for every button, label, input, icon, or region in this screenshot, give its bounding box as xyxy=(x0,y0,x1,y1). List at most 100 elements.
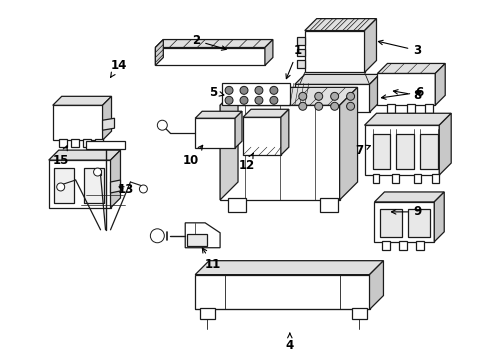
Text: 5: 5 xyxy=(208,86,224,99)
Text: 10: 10 xyxy=(183,145,202,167)
Circle shape xyxy=(254,96,263,104)
Polygon shape xyxy=(304,19,376,31)
Text: 13: 13 xyxy=(117,184,133,197)
Polygon shape xyxy=(339,87,357,200)
Circle shape xyxy=(139,185,147,193)
Polygon shape xyxy=(377,73,434,105)
Polygon shape xyxy=(438,113,450,175)
Bar xyxy=(85,141,125,149)
Polygon shape xyxy=(195,261,383,275)
Polygon shape xyxy=(110,150,120,208)
Polygon shape xyxy=(434,63,444,105)
Circle shape xyxy=(224,96,233,104)
Bar xyxy=(425,104,432,113)
Bar xyxy=(227,198,245,212)
Circle shape xyxy=(269,96,277,104)
Polygon shape xyxy=(369,261,383,310)
Polygon shape xyxy=(220,87,357,105)
Polygon shape xyxy=(377,63,444,73)
Polygon shape xyxy=(220,87,238,200)
Polygon shape xyxy=(185,223,220,248)
Circle shape xyxy=(314,92,322,100)
Polygon shape xyxy=(243,117,280,155)
Polygon shape xyxy=(49,160,110,208)
Polygon shape xyxy=(53,96,111,105)
Bar xyxy=(71,139,79,147)
Polygon shape xyxy=(294,84,369,112)
Bar xyxy=(83,168,103,203)
Bar xyxy=(187,234,207,246)
Polygon shape xyxy=(220,105,339,200)
Polygon shape xyxy=(155,48,264,66)
Bar xyxy=(296,37,304,45)
Bar xyxy=(222,84,289,105)
Text: 8: 8 xyxy=(392,89,421,102)
Text: 1: 1 xyxy=(285,44,301,78)
Bar xyxy=(386,104,395,113)
Bar xyxy=(372,134,389,169)
Text: 7: 7 xyxy=(355,144,369,157)
Circle shape xyxy=(224,86,233,94)
Polygon shape xyxy=(102,96,111,140)
Polygon shape xyxy=(195,118,235,148)
Polygon shape xyxy=(235,111,242,148)
Circle shape xyxy=(157,120,167,130)
Circle shape xyxy=(57,183,64,191)
Circle shape xyxy=(330,92,338,100)
Bar xyxy=(351,307,366,319)
Bar xyxy=(372,174,379,183)
Bar xyxy=(195,275,369,310)
Polygon shape xyxy=(155,40,163,66)
Text: 6: 6 xyxy=(381,86,423,99)
Bar xyxy=(399,241,407,250)
Bar xyxy=(380,209,402,237)
Bar xyxy=(94,139,102,147)
Text: 4: 4 xyxy=(285,333,293,352)
Polygon shape xyxy=(49,150,120,160)
Text: 9: 9 xyxy=(391,205,421,219)
Bar xyxy=(407,209,429,237)
Polygon shape xyxy=(364,125,438,175)
Polygon shape xyxy=(195,111,242,118)
Circle shape xyxy=(240,96,247,104)
Polygon shape xyxy=(369,75,379,112)
Bar xyxy=(319,198,337,212)
Circle shape xyxy=(330,102,338,110)
Text: 11: 11 xyxy=(202,248,221,271)
Polygon shape xyxy=(264,40,272,66)
Text: 2: 2 xyxy=(192,34,226,50)
Polygon shape xyxy=(364,113,450,125)
Text: 3: 3 xyxy=(378,40,421,57)
Bar xyxy=(415,241,424,250)
Bar xyxy=(431,174,438,183)
Bar xyxy=(59,139,66,147)
Circle shape xyxy=(93,168,102,176)
Circle shape xyxy=(346,92,354,100)
Polygon shape xyxy=(374,192,443,202)
Circle shape xyxy=(254,86,263,94)
Circle shape xyxy=(150,229,164,243)
Bar xyxy=(396,134,413,169)
Bar xyxy=(407,104,414,113)
Bar xyxy=(296,60,304,68)
Circle shape xyxy=(269,86,277,94)
Circle shape xyxy=(240,86,247,94)
Polygon shape xyxy=(433,192,443,242)
Polygon shape xyxy=(280,109,288,155)
Text: 12: 12 xyxy=(238,153,255,172)
Bar xyxy=(296,49,304,57)
Polygon shape xyxy=(294,75,379,84)
Polygon shape xyxy=(304,31,364,72)
Bar xyxy=(82,139,90,147)
Polygon shape xyxy=(374,202,433,242)
Polygon shape xyxy=(364,19,376,72)
Circle shape xyxy=(314,102,322,110)
Circle shape xyxy=(298,92,306,100)
Text: 15: 15 xyxy=(52,146,69,167)
Bar xyxy=(420,134,437,169)
Bar xyxy=(392,174,399,183)
Bar xyxy=(413,174,421,183)
Circle shape xyxy=(346,102,354,110)
Polygon shape xyxy=(110,180,120,193)
Bar xyxy=(200,307,215,319)
